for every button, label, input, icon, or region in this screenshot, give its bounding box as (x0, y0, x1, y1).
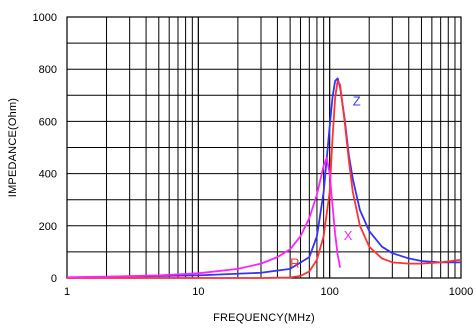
y-tick-label: 600 (39, 116, 57, 128)
y-axis-label: IMPEDANCE(Ohm) (7, 98, 19, 197)
y-tick-label: 800 (39, 64, 57, 76)
series-label-x: X (344, 228, 353, 243)
grid (66, 16, 462, 279)
y-tick-label: 200 (39, 221, 57, 233)
x-tick-label: 1 (64, 286, 70, 298)
x-axis-label: FREQUENCY(MHz) (213, 312, 315, 324)
x-tick-label: 1000 (449, 286, 473, 298)
y-tick-labels: 0 200 400 600 800 1000 (33, 12, 57, 285)
y-tick-label: 0 (51, 273, 57, 285)
x-tick-labels: 1 10 100 1000 (64, 286, 473, 298)
x-tick-label: 10 (192, 286, 204, 298)
series-label-z: Z (353, 94, 361, 109)
series-line-z (66, 77, 461, 279)
y-tick-label: 400 (39, 169, 57, 181)
series-line-r (67, 80, 462, 279)
x-tick-label: 100 (320, 286, 338, 298)
series-line-x (66, 157, 341, 279)
series-lines (66, 77, 462, 279)
y-tick-label: 1000 (33, 12, 57, 24)
series-label-r: R (290, 256, 299, 271)
